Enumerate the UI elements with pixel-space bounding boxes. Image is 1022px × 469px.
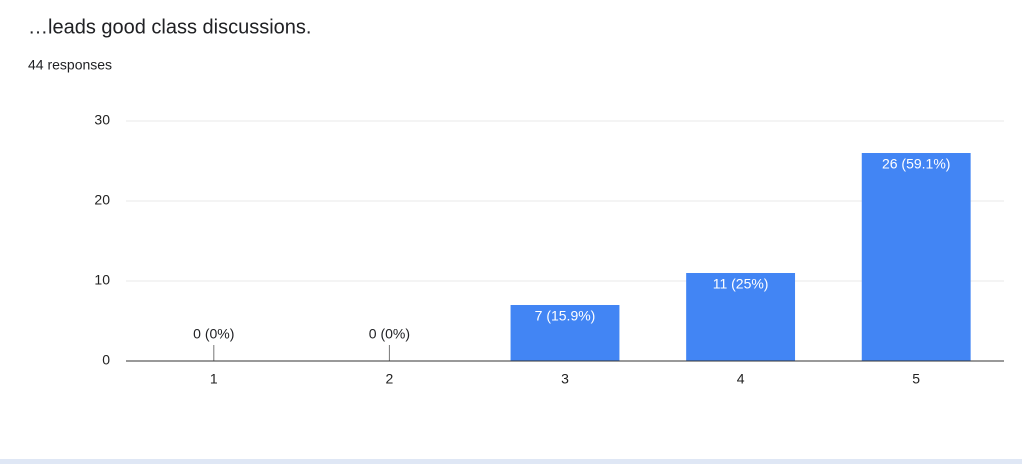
y-tick-label: 10 bbox=[94, 272, 110, 288]
x-tick-label: 5 bbox=[912, 371, 920, 387]
bar bbox=[686, 273, 796, 361]
bar bbox=[861, 153, 971, 361]
chart-subtitle: 44 responses bbox=[28, 57, 112, 73]
chart-title: …leads good class discussions. bbox=[28, 16, 311, 38]
value-label: 0 (0%) bbox=[369, 326, 410, 342]
value-label: 26 (59.1%) bbox=[882, 156, 950, 172]
value-label: 7 (15.9%) bbox=[535, 308, 596, 324]
y-tick-label: 20 bbox=[94, 192, 110, 208]
y-tick-label: 30 bbox=[94, 112, 110, 128]
y-tick-label: 0 bbox=[102, 352, 110, 368]
x-tick-label: 1 bbox=[210, 371, 218, 387]
bottom-border bbox=[0, 459, 1022, 464]
value-label: 11 (25%) bbox=[713, 276, 769, 292]
x-tick-label: 3 bbox=[561, 371, 569, 387]
value-label: 0 (0%) bbox=[193, 326, 234, 342]
bar bbox=[510, 305, 620, 361]
x-tick-label: 2 bbox=[386, 371, 394, 387]
x-tick-label: 4 bbox=[737, 371, 745, 387]
